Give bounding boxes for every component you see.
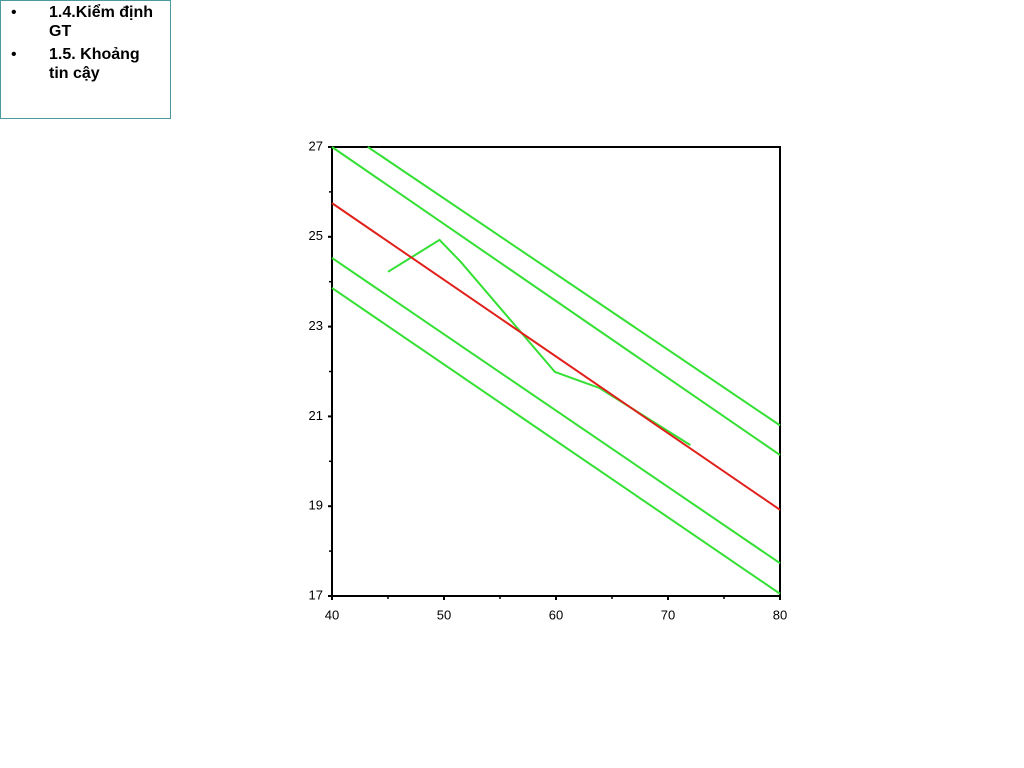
series-line	[331, 146, 781, 456]
y-tick-label: 23	[309, 318, 323, 333]
series-line	[331, 257, 781, 565]
y-tick-label: 25	[309, 228, 323, 243]
series-line	[331, 202, 781, 511]
y-tick-label: 27	[309, 138, 323, 153]
x-tick-label: 70	[661, 607, 675, 622]
outline-item[interactable]: 1.4.Kiểm định GT	[11, 3, 161, 41]
series-line	[367, 146, 781, 427]
sidebar: 1.4.Kiểm định GT 1.5. Khoảng tin cậy	[0, 0, 171, 119]
y-tick-label: 19	[309, 498, 323, 513]
outline-item[interactable]: 1.5. Khoảng tin cậy	[11, 45, 161, 83]
x-tick-label: 60	[549, 607, 563, 622]
outline: 1.4.Kiểm định GT 1.5. Khoảng tin cậy	[1, 3, 170, 83]
series-line	[387, 238, 691, 446]
y-tick-label: 21	[309, 408, 323, 423]
y-tick-label: 17	[309, 587, 323, 602]
x-tick-label: 40	[325, 607, 339, 622]
x-tick-label: 80	[773, 607, 787, 622]
x-tick-label: 50	[437, 607, 451, 622]
series-line	[331, 287, 781, 595]
